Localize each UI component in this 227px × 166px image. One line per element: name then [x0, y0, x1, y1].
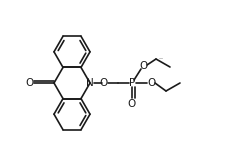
Text: —: — — [159, 56, 163, 60]
Text: O: O — [26, 78, 34, 88]
Text: P: P — [129, 78, 135, 88]
Text: O: O — [100, 78, 108, 88]
Text: O: O — [147, 78, 155, 88]
Text: O: O — [128, 99, 136, 109]
Text: N: N — [86, 78, 94, 88]
Text: O: O — [139, 61, 147, 71]
